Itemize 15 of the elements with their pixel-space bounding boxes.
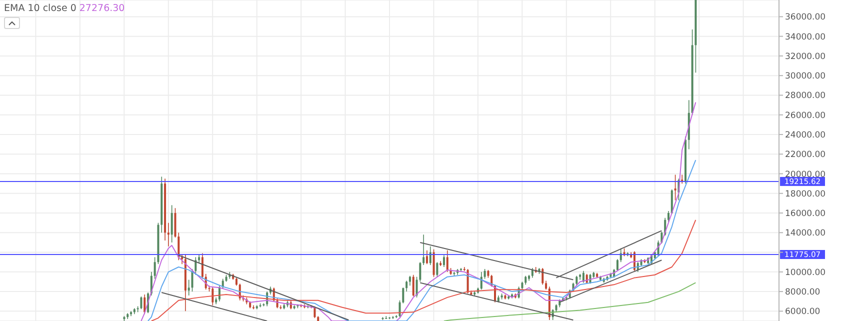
y-tick-label: 8000.00	[785, 288, 820, 298]
y-tick-label: 14000.00	[785, 228, 826, 239]
y-tick-label: 6000.00	[785, 307, 820, 318]
y-tick-label: 10000.00	[785, 268, 826, 278]
y-tick-label: 30000.00	[785, 72, 826, 82]
y-tick-label: 26000.00	[785, 110, 826, 121]
y-tick-label: 16000.00	[785, 209, 826, 220]
y-tick-label: 32000.00	[785, 52, 826, 62]
y-tick-label: 24000.00	[785, 130, 826, 141]
y-tick-label: 18000.00	[785, 189, 826, 200]
annotation: EMA 10 close 0 27276.30	[4, 3, 125, 14]
y-tick-label: 34000.00	[785, 32, 826, 42]
y-tick-label: 28000.00	[785, 91, 826, 102]
y-tick-label: 22000.00	[785, 150, 826, 160]
y-tick-label: 36000.00	[785, 12, 826, 23]
